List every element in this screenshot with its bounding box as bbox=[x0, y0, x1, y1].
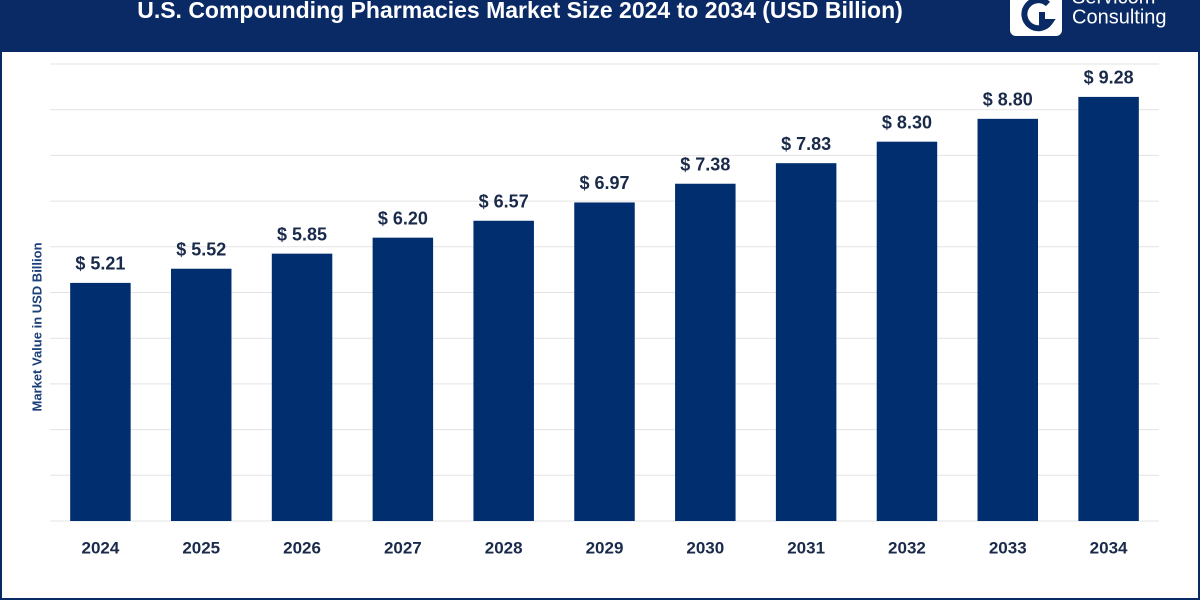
bar bbox=[271, 253, 333, 521]
value-label: $ 5.85 bbox=[277, 224, 327, 244]
value-label: $ 6.57 bbox=[479, 192, 529, 212]
bar bbox=[675, 183, 736, 521]
bar bbox=[775, 163, 837, 521]
value-label: $ 6.97 bbox=[579, 173, 629, 193]
x-tick-label: 2031 bbox=[787, 538, 825, 557]
value-label: $ 8.30 bbox=[882, 112, 932, 132]
logo-mark bbox=[1021, 0, 1056, 32]
value-label: $ 7.83 bbox=[781, 134, 831, 154]
x-tick-label: 2026 bbox=[283, 538, 321, 557]
chart-title: U.S. Compounding Pharmacies Market Size … bbox=[137, 0, 903, 23]
y-axis-label: Market Value in USD Billion bbox=[29, 242, 44, 411]
value-label: $ 8.80 bbox=[983, 90, 1033, 110]
value-label: $ 5.52 bbox=[176, 239, 226, 259]
x-tick-label: 2034 bbox=[1090, 538, 1128, 557]
logo-text: Servicom bbox=[1072, 0, 1155, 8]
bar bbox=[70, 282, 131, 521]
bar bbox=[170, 268, 232, 521]
bar bbox=[876, 141, 938, 521]
x-tick-label: 2028 bbox=[485, 538, 523, 557]
x-tick-label: 2032 bbox=[888, 538, 926, 557]
value-label: $ 5.21 bbox=[75, 254, 125, 274]
value-label: $ 7.38 bbox=[680, 154, 730, 174]
bar bbox=[1078, 96, 1139, 522]
x-tick-label: 2033 bbox=[989, 538, 1027, 557]
bar bbox=[372, 237, 434, 521]
x-tick-label: 2029 bbox=[586, 538, 624, 557]
value-label: $ 9.28 bbox=[1084, 68, 1134, 88]
x-tick-label: 2024 bbox=[81, 538, 119, 557]
header-band bbox=[0, 0, 1200, 52]
value-label: $ 6.20 bbox=[378, 208, 428, 228]
x-tick-label: 2030 bbox=[686, 538, 724, 557]
x-tick-label: 2025 bbox=[182, 538, 220, 557]
x-tick-label: 2027 bbox=[384, 538, 422, 557]
logo-text: Consulting bbox=[1072, 6, 1167, 28]
bar bbox=[574, 202, 635, 521]
bar bbox=[977, 118, 1039, 521]
bar bbox=[473, 220, 534, 521]
